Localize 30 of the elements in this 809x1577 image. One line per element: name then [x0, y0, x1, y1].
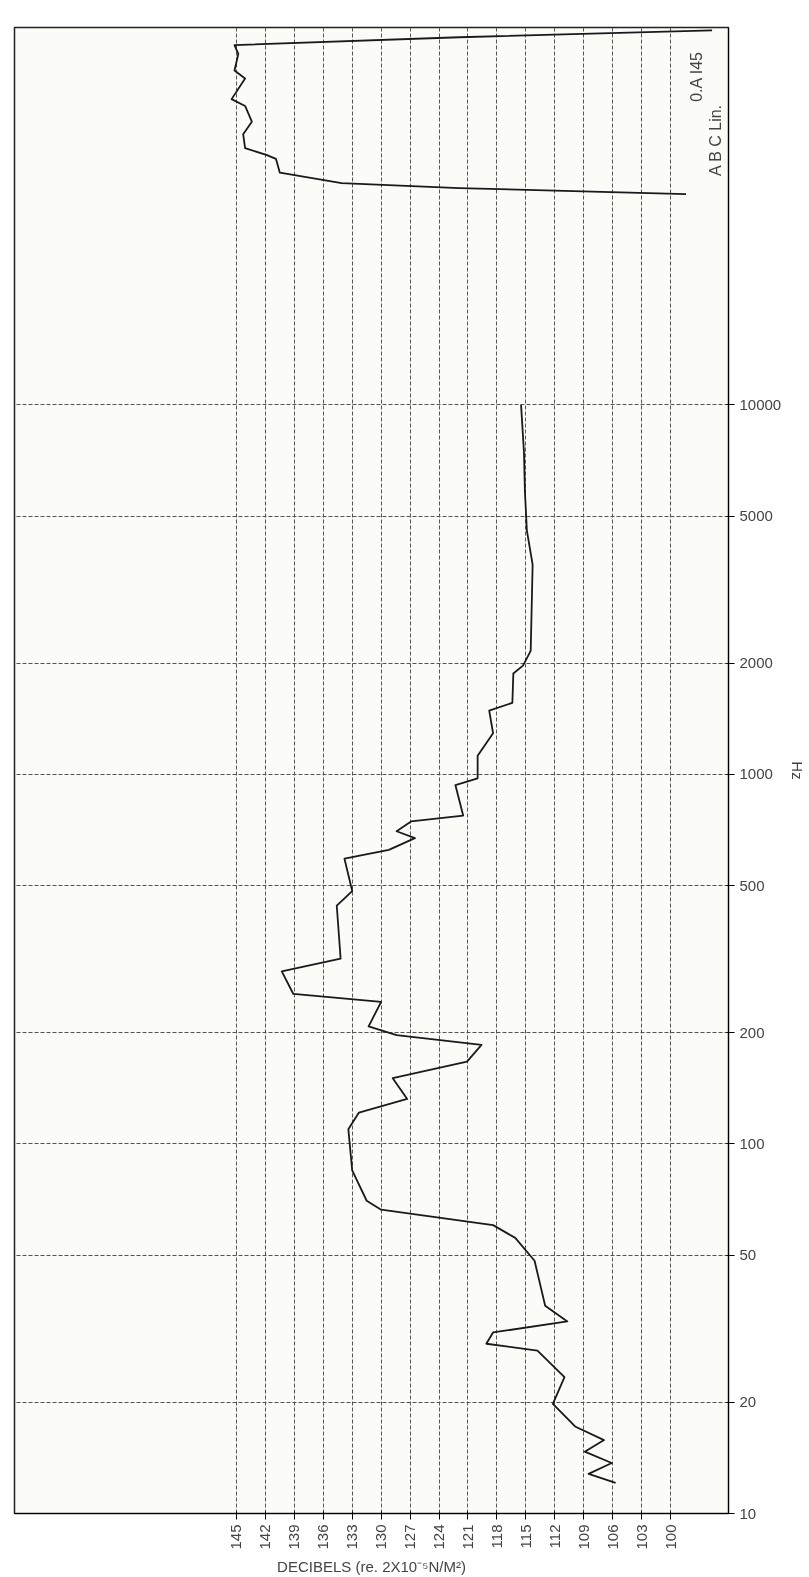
- x-tick-label: 106: [603, 1524, 621, 1550]
- x-tick-label: 142: [256, 1524, 274, 1550]
- x-tick-label: 124: [430, 1524, 448, 1550]
- y-tick-label: 20: [739, 1393, 757, 1411]
- y-tick-label: 500: [739, 876, 765, 894]
- y-tick-label: 100: [739, 1134, 765, 1152]
- x-tick-label: 139: [285, 1524, 303, 1550]
- annotation: A B C Lin.: [707, 104, 725, 177]
- y-tick-label: 10: [739, 1504, 757, 1522]
- y-tick-label: 200: [739, 1023, 765, 1041]
- x-tick-label: 127: [401, 1524, 419, 1550]
- y-tick-label: 10000: [739, 395, 782, 413]
- x-tick-label: 112: [545, 1524, 563, 1549]
- x-tick-label: 109: [574, 1524, 592, 1550]
- x-tick-label: 130: [372, 1524, 390, 1550]
- x-tick-label: 103: [632, 1524, 650, 1550]
- y-tick-label: 5000: [739, 507, 773, 525]
- x-axis-title: DECIBELS (re. 2X10⁻⁵N/M²): [277, 1557, 466, 1575]
- x-tick-label: 100: [661, 1524, 679, 1550]
- x-tick-label: 145: [227, 1524, 245, 1550]
- x-tick-label: 136: [314, 1524, 332, 1550]
- y-tick-label: 1000: [739, 765, 773, 783]
- x-tick-label: 115: [516, 1524, 534, 1549]
- y-tick-label: 50: [739, 1246, 757, 1264]
- y-axis-title: Hz: [789, 761, 807, 780]
- y-tick-label: 2000: [739, 654, 773, 672]
- x-tick-label: 121: [458, 1524, 476, 1550]
- annotation: 0.A I45: [687, 51, 705, 102]
- x-tick-label: 118: [487, 1524, 505, 1549]
- x-tick-label: 133: [343, 1524, 361, 1550]
